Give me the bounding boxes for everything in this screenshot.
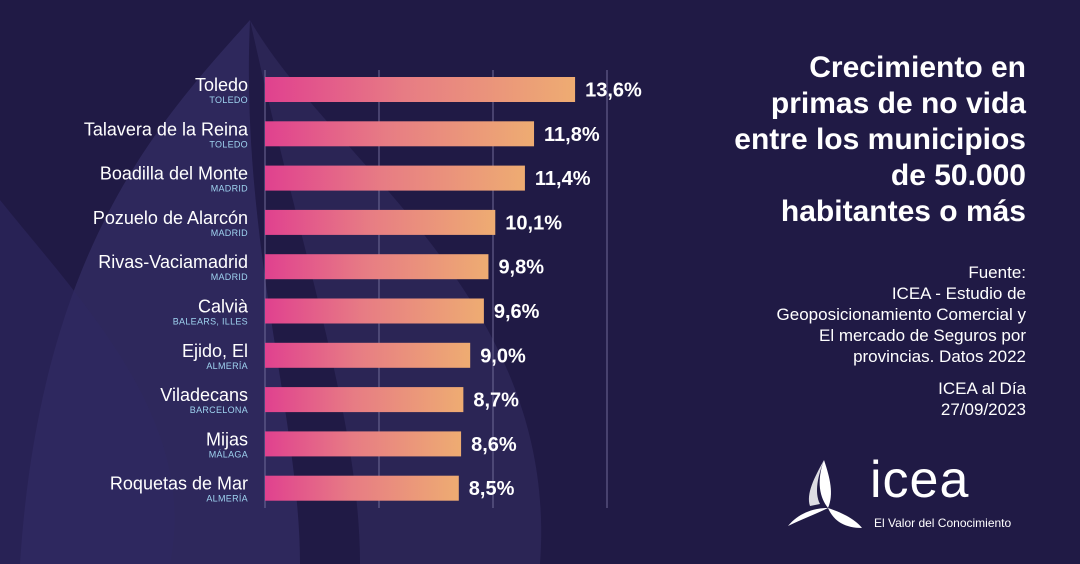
title-line: entre los municipios — [734, 123, 1026, 156]
region-label: BALEARS, ILLES — [173, 317, 248, 327]
region-label: MÁLAGA — [209, 449, 248, 459]
category-label: Talavera de la Reina — [84, 119, 249, 139]
region-label: MADRID — [211, 184, 248, 194]
category-label: Boadilla del Monte — [100, 164, 248, 184]
icea-logo-wordmark: icea — [870, 451, 970, 509]
bars — [265, 77, 576, 501]
credit-block: ICEA al Día 27/09/2023 — [696, 378, 1026, 420]
bar — [265, 387, 464, 413]
region-label: TOLEDO — [209, 95, 248, 105]
category-label: Toledo — [195, 75, 248, 95]
credit-date: 27/09/2023 — [940, 400, 1026, 419]
category-label: Ejido, El — [182, 341, 248, 361]
source-heading: Fuente: — [968, 263, 1026, 282]
category-label: Rivas-Vaciamadrid — [98, 252, 248, 272]
region-label: ALMERÍA — [206, 494, 248, 504]
source-line: ICEA - Estudio de — [891, 284, 1026, 303]
value-label: 8,5% — [469, 478, 515, 500]
bar — [265, 431, 462, 457]
background-leaf-shape — [250, 20, 542, 564]
bar — [265, 209, 496, 235]
icea-logo-icon — [788, 460, 862, 528]
value-label: 9,0% — [480, 345, 526, 367]
icea-logo-tagline: El Valor del Conocimiento — [874, 516, 1012, 530]
credit-publication: ICEA al Día — [938, 379, 1026, 398]
bar — [265, 475, 459, 501]
value-label: 8,7% — [473, 390, 519, 412]
value-label: 8,6% — [471, 434, 517, 456]
region-label: MADRID — [211, 228, 248, 238]
category-label: Pozuelo de Alarcón — [93, 208, 248, 228]
title-line: Crecimiento en — [809, 51, 1026, 84]
value-label: 13,6% — [585, 80, 642, 102]
value-label: 11,8% — [544, 124, 600, 146]
chart-title: Crecimiento en primas de no vida entre l… — [686, 50, 1026, 230]
icea-logo: icea El Valor del Conocimiento — [784, 451, 1044, 536]
category-label: Viladecans — [160, 385, 248, 405]
category-label: Calvià — [198, 297, 249, 317]
region-label: TOLEDO — [209, 139, 248, 149]
value-label: 9,8% — [498, 257, 544, 279]
title-line: habitantes o más — [780, 195, 1026, 228]
bar — [265, 298, 484, 324]
bar — [265, 165, 525, 191]
bar — [265, 342, 471, 368]
source-line: provincias. Datos 2022 — [853, 347, 1026, 366]
category-label: Roquetas de Mar — [110, 474, 248, 494]
region-label: ALMERÍA — [206, 361, 248, 371]
title-line: primas de no vida — [770, 87, 1026, 120]
value-label: 10,1% — [505, 212, 562, 234]
bar — [265, 121, 535, 147]
value-label: 11,4% — [535, 168, 591, 190]
region-label: MADRID — [211, 272, 248, 282]
title-line: de 50.000 — [890, 159, 1026, 192]
source-line: El mercado de Seguros por — [819, 326, 1026, 345]
source-line: Geoposicionamiento Comercial y — [776, 305, 1026, 324]
value-label: 9,6% — [494, 301, 540, 323]
bar — [265, 254, 489, 280]
region-label: BARCELONA — [190, 405, 248, 415]
category-label: Mijas — [206, 429, 248, 449]
source-block: Fuente: ICEA - Estudio de Geoposicionami… — [696, 262, 1026, 367]
background-leaf-shape — [0, 200, 175, 564]
bar — [265, 77, 576, 102]
